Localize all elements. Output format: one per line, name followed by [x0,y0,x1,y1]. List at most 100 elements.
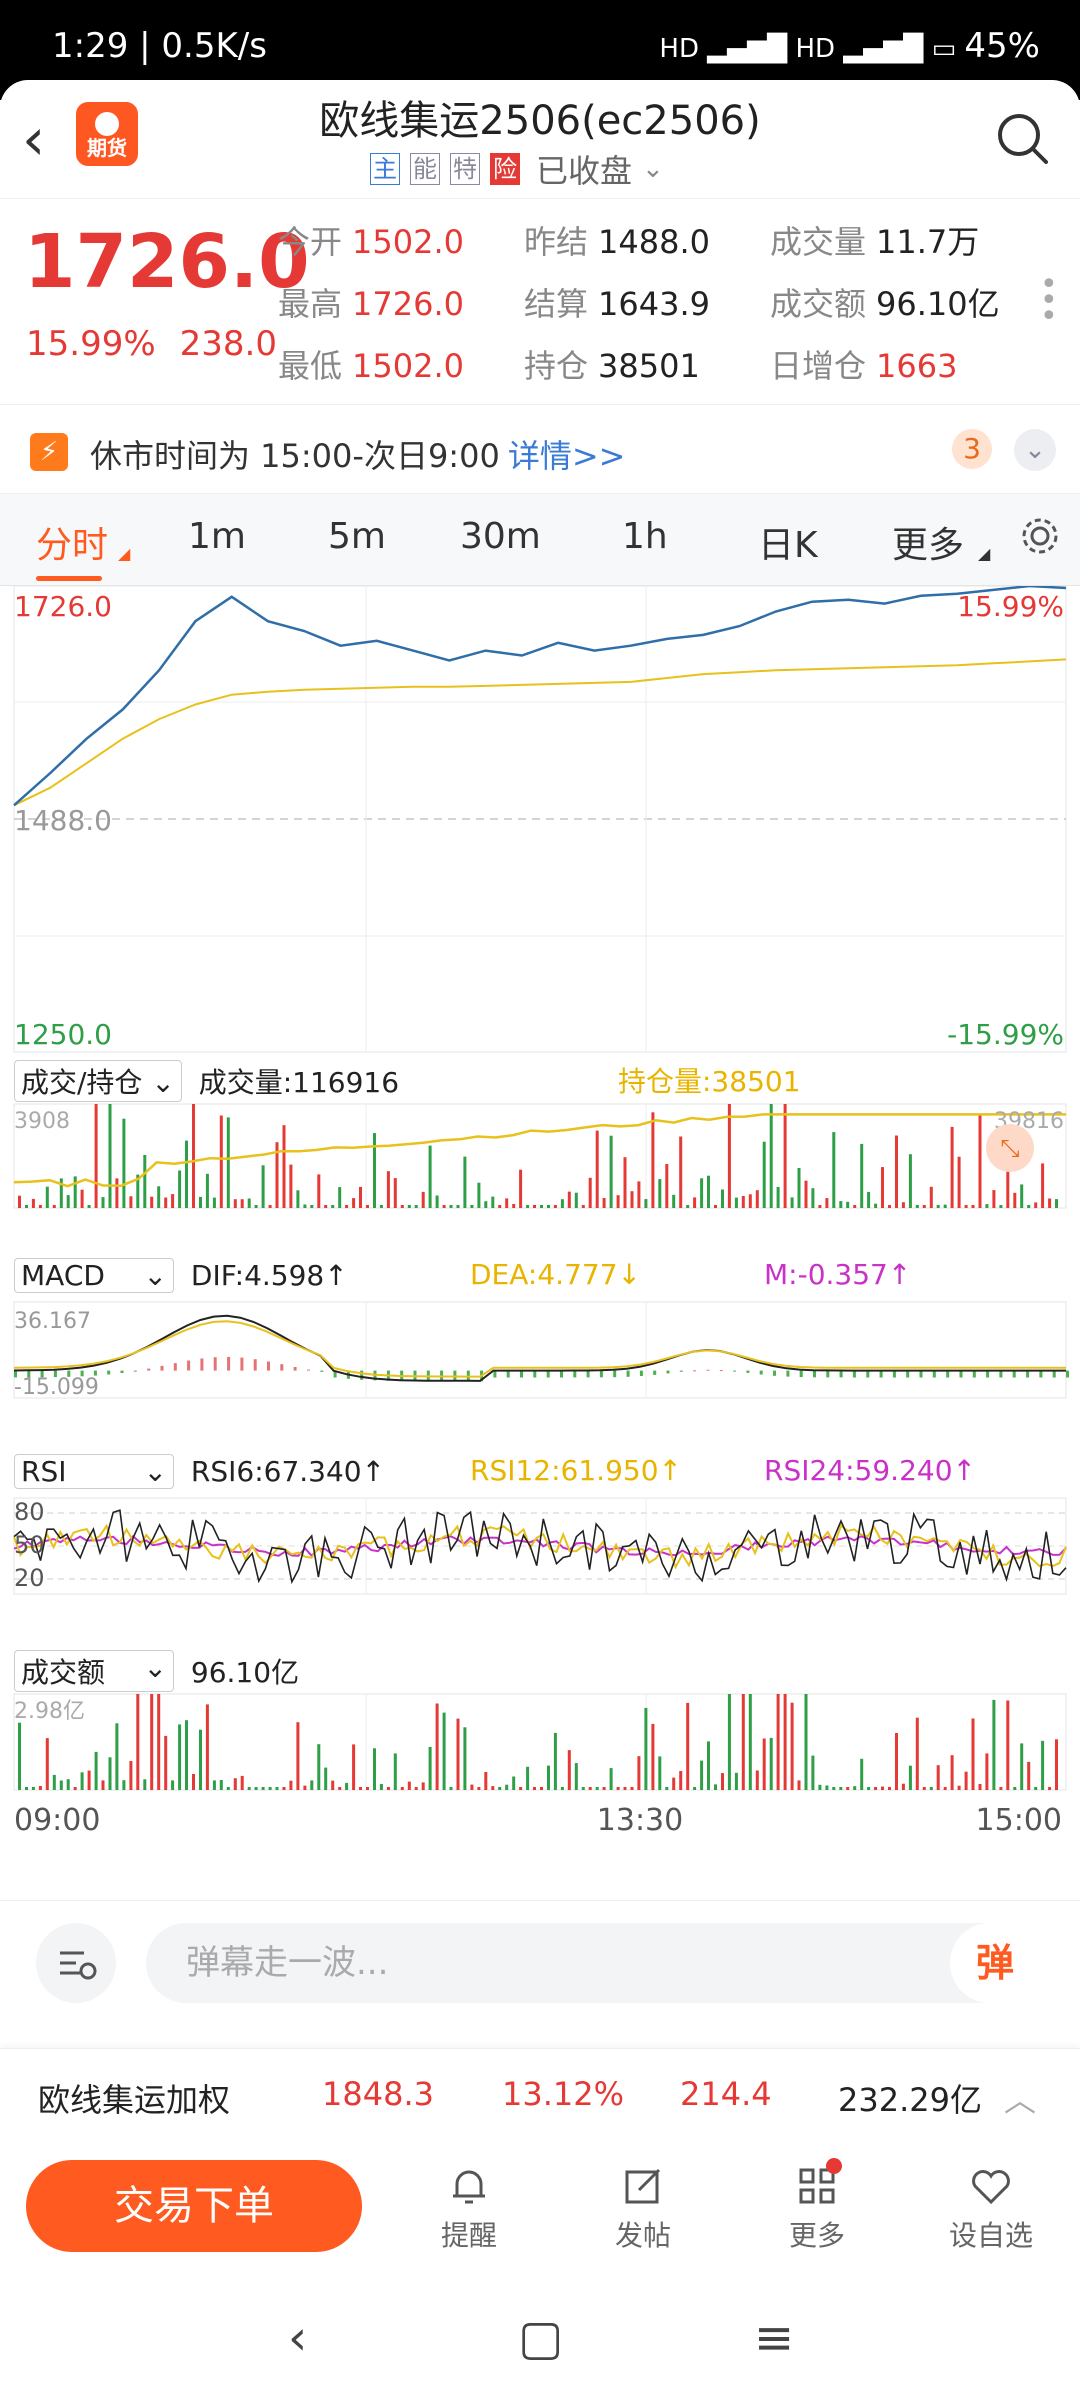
notice-count-badge[interactable]: 3 [952,429,992,469]
nav-more[interactable]: 更多 [762,2158,872,2254]
macd-dea-value: DEA:4.777↓ [470,1258,641,1291]
bar [359,1186,362,1208]
bar [87,1770,91,1790]
bar [108,1104,112,1208]
bar [442,1205,446,1208]
bar [971,1718,975,1790]
danmu-send-button[interactable]: 弹 [950,1923,1040,2003]
macd-bar [613,1370,617,1378]
bar [839,1787,843,1790]
search-icon[interactable] [994,110,1050,166]
bar [108,1757,112,1790]
tag-risk[interactable]: 险 [490,153,520,185]
bar [547,1765,550,1790]
tag-main[interactable]: 主 [370,153,400,185]
x-tick-end: 15:00 [976,1803,1062,1838]
bar [477,1787,481,1790]
macd-indicator-select[interactable]: MACD ⌄ [14,1258,174,1293]
bar [581,1787,585,1790]
index-name: 欧线集运加权 [38,2081,231,2119]
trade-order-button[interactable]: 交易下单 [26,2160,362,2252]
bar [616,1787,620,1790]
bar [296,1722,300,1790]
x-tick-mid: 13:30 [597,1803,683,1838]
bar [943,1204,947,1208]
bar [567,1191,571,1208]
tab-intraday[interactable]: 分时 [36,525,109,566]
bar [129,1761,133,1790]
bar [553,1732,557,1790]
bar [240,1199,244,1208]
nav-post[interactable]: 发帖 [588,2162,698,2254]
bar [129,1196,133,1208]
bar [1041,1163,1045,1208]
bar [595,1130,599,1208]
tab-daily[interactable]: 日K [758,525,818,566]
macd-bar [1026,1370,1030,1378]
amount-indicator-select[interactable]: 成交额 ⌄ [14,1650,174,1692]
volume-indicator-select[interactable]: 成交/持仓 ⌄ [14,1060,182,1102]
danmu-input[interactable]: 弹幕走一波... [146,1923,1040,2003]
bar [860,1758,864,1790]
tab-1m[interactable]: 1m [188,516,246,557]
more-dots-icon[interactable]: • • • [1040,267,1058,334]
details-link[interactable]: 详情>> [507,437,626,475]
macd-bar [639,1370,643,1376]
intraday-chart[interactable]: 1726.0 1488.0 1250.0 15.99% -15.99% 3908… [0,584,1080,1900]
bar [936,1205,940,1208]
bar [769,1104,773,1208]
rsi-indicator-select[interactable]: RSI ⌄ [14,1454,174,1489]
index-change: 214.4 [680,2075,772,2113]
danmu-settings-icon[interactable] [36,1923,116,2003]
field-volume: 成交量 11.7万 [770,223,980,261]
expand-icon[interactable]: ⤡ [986,1124,1034,1172]
bar [379,1205,383,1208]
bar [338,1787,342,1790]
bar [366,1205,369,1208]
macd-bar [1012,1370,1016,1378]
bar [199,1729,202,1790]
gear-icon[interactable] [1018,514,1062,558]
system-menu-icon[interactable]: ≡ [754,2310,795,2366]
bar [1027,1761,1031,1790]
notice-text: 休市时间为 15:00-次日9:00 [90,437,500,475]
bar [25,1787,28,1790]
bar [386,1787,390,1790]
bar [199,1196,202,1208]
chevron-down-icon[interactable]: ⌄ [642,154,664,184]
nav-watchlist[interactable]: 设自选 [936,2162,1046,2254]
bar [748,1194,752,1208]
bar [978,1784,982,1790]
tab-1h[interactable]: 1h [622,516,668,557]
bar [1006,1700,1010,1790]
bar [317,1744,321,1790]
bar [658,1756,662,1790]
tab-5m[interactable]: 5m [328,516,386,557]
tag-special[interactable]: 特 [450,153,480,185]
bar [721,1189,724,1208]
system-back-icon[interactable]: ‹ [288,2310,308,2366]
bar [94,1751,98,1790]
market-status[interactable]: 已收盘 [536,152,633,190]
macd-bar [719,1370,723,1372]
bar [901,1783,905,1790]
index-ticker[interactable]: 欧线集运加权 1848.3 13.12% 214.4 232.29亿 ︿ [0,2048,1080,2140]
bar [755,1190,759,1208]
tab-30m[interactable]: 30m [460,516,541,557]
bar [526,1766,530,1790]
nav-alert[interactable]: 提醒 [414,2162,524,2254]
bar [686,1205,690,1208]
bar [233,1199,237,1208]
bar [567,1750,571,1790]
bar [665,1164,669,1208]
back-button[interactable]: ‹ [22,105,46,173]
chevron-down-icon[interactable]: ⌄ [1014,429,1056,471]
system-home-icon[interactable]: ▢ [518,2310,564,2366]
bottom-nav: 交易下单 提醒 发帖 更多 设自选 [0,2140,1080,2270]
bar [66,1779,70,1790]
chevron-up-icon[interactable]: ︿ [1004,2081,1037,2119]
bar [185,1720,188,1790]
tab-more[interactable]: 更多 [892,525,965,566]
tag-energy[interactable]: 能 [410,153,440,185]
bar [52,1774,56,1790]
